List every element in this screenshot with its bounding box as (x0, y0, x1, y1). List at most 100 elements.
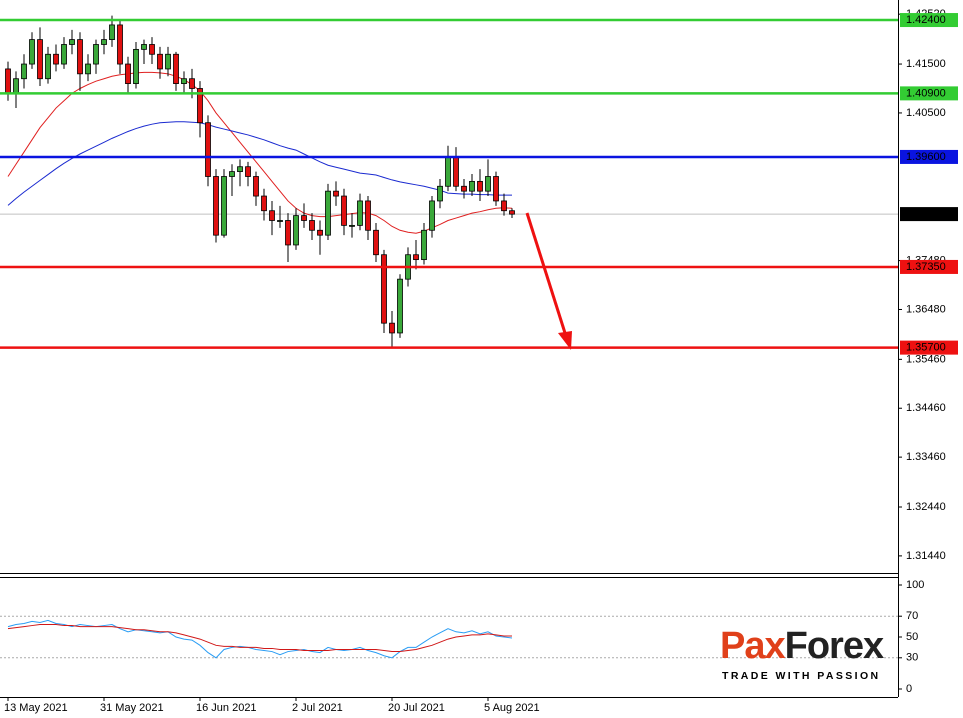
candle-body (13, 78, 19, 94)
osc-y-tick-label: 0 (906, 683, 912, 695)
logo-part: Pa (720, 625, 766, 667)
candle-body (157, 53, 163, 70)
candle-body (37, 39, 43, 80)
candle-body (213, 176, 219, 236)
moving-average (7, 121, 512, 206)
candle-body (429, 200, 435, 231)
candle-body (197, 88, 203, 124)
candle-body (381, 254, 387, 324)
osc-y-tick-label: 100 (906, 579, 924, 591)
candle-body (77, 39, 83, 75)
candle-body (461, 185, 467, 192)
candle-body (69, 39, 75, 45)
x-tick-label: 20 Jul 2021 (388, 702, 445, 714)
candle-body (277, 220, 283, 222)
y-tick-label: 1.31440 (906, 550, 946, 562)
candle-body (357, 200, 363, 226)
candle-body (317, 229, 323, 236)
y-tick-label: 1.32440 (906, 501, 946, 513)
candle-body (365, 200, 371, 231)
candle-body (261, 195, 267, 212)
level-label-bg (900, 86, 958, 101)
candle-body (117, 24, 123, 65)
candle-body (293, 215, 299, 246)
candle-body (509, 210, 515, 215)
candle-body (45, 53, 51, 80)
candle-body (437, 185, 443, 202)
moving-average (7, 71, 513, 234)
candle-body (189, 78, 195, 89)
osc-line (7, 619, 513, 659)
x-tick-label: 5 Aug 2021 (484, 702, 540, 714)
candle-body (61, 44, 67, 65)
x-tick-label: 31 May 2021 (100, 702, 164, 714)
candle-body (237, 166, 243, 173)
candle-body (373, 229, 379, 256)
last-price-label-bg (900, 207, 958, 222)
y-tick-label: 1.34460 (906, 402, 946, 414)
arrow-shaft (525, 212, 567, 334)
candle-body (221, 176, 227, 236)
y-tick-label: 1.36480 (906, 303, 946, 315)
candle-body (5, 68, 11, 94)
candle-body (229, 171, 235, 177)
candle-body (125, 63, 131, 85)
level-label-bg (900, 149, 958, 164)
candle-body (141, 44, 147, 50)
x-tick-label: 2 Jul 2021 (292, 702, 343, 714)
candle-body (181, 78, 187, 85)
last-price-label: 1.38431 (906, 208, 946, 220)
y-tick-label: 1.41500 (906, 58, 946, 70)
candle-body (389, 322, 395, 334)
osc-line (7, 624, 512, 653)
candle-body (397, 278, 403, 334)
level-label: 1.39600 (906, 151, 946, 163)
candle-body (325, 190, 331, 236)
candle-body (501, 200, 507, 212)
candle-body (333, 190, 339, 197)
candle-body (109, 24, 115, 41)
candle-body (413, 254, 419, 261)
y-tick-label: 1.40500 (906, 107, 946, 119)
forecast-arrow (525, 212, 572, 350)
candle-body (469, 180, 475, 192)
candle-body (53, 53, 59, 65)
level-label: 1.40900 (906, 87, 946, 99)
candle-body (93, 44, 99, 65)
osc-y-tick-label: 50 (906, 631, 918, 643)
candle-body (285, 220, 291, 246)
logo-part: Forex (785, 625, 884, 667)
candle-body (445, 156, 451, 187)
candle-body (421, 229, 427, 261)
candle-body (309, 220, 315, 231)
candle-body (269, 210, 275, 221)
candle-body (29, 39, 35, 65)
level-label-bg (900, 340, 958, 355)
candle-body (21, 63, 27, 80)
level-label: 1.42400 (906, 14, 946, 26)
level-label: 1.37350 (906, 261, 946, 273)
logo-tagline: TRADE WITH PASSION (722, 670, 881, 682)
arrow-head (558, 331, 572, 350)
candle-body (245, 166, 251, 177)
level-label: 1.35700 (906, 342, 946, 354)
level-label-bg (900, 259, 958, 274)
candle-body (173, 53, 179, 85)
x-tick-label: 16 Jun 2021 (196, 702, 257, 714)
y-tick-label: 1.35460 (906, 353, 946, 365)
candle-body (341, 195, 347, 226)
plot-area: 1.425201.415001.405001.374801.364801.354… (0, 8, 958, 714)
osc-y-tick-label: 70 (906, 610, 918, 622)
candle-body (349, 224, 355, 227)
logo: PaxForex TRADE WITH PASSION (720, 625, 885, 682)
candle-body (85, 63, 91, 75)
candle-body (253, 176, 259, 197)
candle-body (101, 39, 107, 45)
logo-part: x (764, 625, 785, 667)
candle-body (205, 122, 211, 177)
candle-body (485, 176, 491, 192)
candle-body (453, 156, 459, 187)
